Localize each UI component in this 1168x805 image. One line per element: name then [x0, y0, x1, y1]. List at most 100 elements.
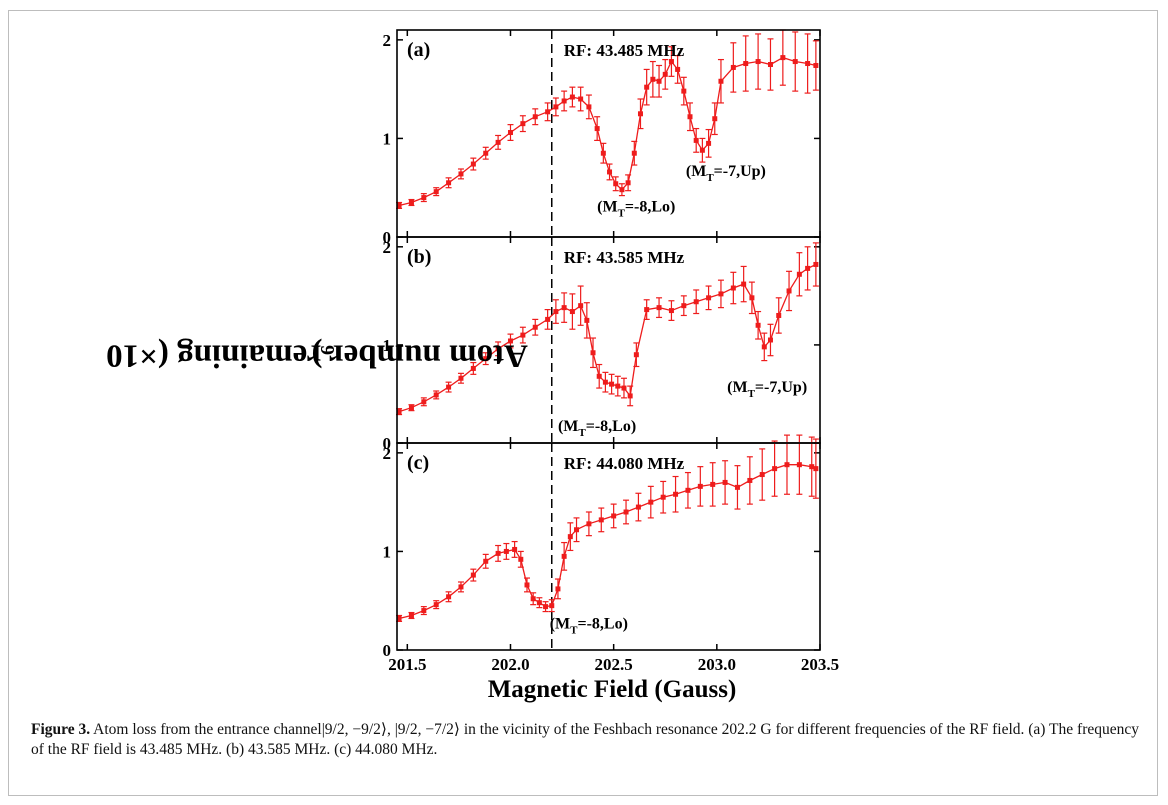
data-point [805, 265, 811, 271]
data-point [553, 104, 559, 110]
data-point [586, 104, 592, 110]
caption-text: Atom loss from the entrance channel|9/2,… [31, 721, 1139, 758]
x-tick-label: 203.0 [698, 655, 736, 674]
data-point [809, 464, 815, 470]
series-line [398, 56, 817, 207]
data-point [495, 550, 501, 556]
x-axis-title: Magnetic Field (Gauss) [487, 676, 737, 703]
data-point [755, 59, 761, 65]
data-point [549, 603, 555, 609]
data-point [483, 150, 489, 156]
data-point [718, 78, 724, 84]
data-point [433, 602, 439, 608]
data-point [507, 130, 513, 136]
y-tick-label: 0 [383, 228, 392, 247]
data-point [396, 615, 402, 621]
data-point [805, 61, 811, 67]
data-point [668, 308, 674, 314]
data-point [609, 381, 615, 387]
data-point [611, 513, 617, 519]
data-point [607, 169, 613, 175]
data-point [433, 189, 439, 195]
data-point [712, 116, 718, 122]
data-point [545, 316, 551, 322]
data-point [743, 61, 749, 67]
data-point [681, 88, 687, 94]
x-tick-label: 203.5 [801, 655, 839, 674]
data-point [396, 409, 402, 415]
data-point [633, 352, 639, 358]
rf-frequency-label: RF: 44.080 MHz [564, 454, 685, 473]
data-point [470, 365, 476, 371]
figure-frame [8, 10, 1158, 796]
data-point [734, 484, 740, 490]
data-point [687, 114, 693, 120]
data-point [755, 322, 761, 328]
data-point [574, 527, 580, 533]
data-point [530, 596, 536, 602]
data-point [421, 195, 427, 201]
rf-frequency-label: RF: 43.485 MHz [564, 41, 685, 60]
data-point [656, 78, 662, 84]
data-point [433, 392, 439, 398]
data-point [578, 96, 584, 102]
data-point [536, 600, 542, 606]
data-point [470, 572, 476, 578]
data-point [718, 291, 724, 297]
data-point [483, 356, 489, 362]
data-point [786, 288, 792, 294]
data-point [706, 140, 712, 146]
data-point [553, 309, 559, 315]
data-point [772, 466, 778, 472]
data-point [660, 494, 666, 500]
data-point [446, 384, 452, 390]
data-point [532, 324, 538, 330]
y-tick-label: 2 [383, 31, 392, 50]
data-point [458, 171, 464, 177]
data-point [637, 111, 643, 117]
data-point [693, 299, 699, 305]
data-point [749, 295, 755, 301]
data-point [644, 307, 650, 313]
data-point [644, 84, 650, 90]
data-point [796, 271, 802, 277]
data-point [598, 517, 604, 523]
data-point [627, 393, 633, 399]
data-point [555, 586, 561, 592]
state-annotation: (MT=-8,Lo) [550, 615, 628, 636]
rf-frequency-label: RF: 43.585 MHz [564, 248, 685, 267]
data-point [524, 582, 530, 588]
y-tick-label: 2 [383, 238, 392, 257]
data-point [446, 594, 452, 600]
data-point [594, 126, 600, 132]
data-point [596, 373, 602, 379]
data-point [813, 261, 819, 267]
data-point [408, 613, 414, 618]
data-point [483, 558, 489, 564]
data-point [586, 521, 592, 527]
data-point [495, 139, 501, 145]
data-point [495, 346, 501, 352]
data-point [631, 150, 637, 156]
panel-frame [396, 442, 821, 651]
data-point [590, 350, 596, 356]
state-annotation: (MT=-7,Up) [686, 163, 766, 184]
data-point [650, 76, 656, 82]
data-point [697, 483, 703, 489]
panel-label: (c) [407, 452, 429, 474]
data-point [625, 180, 631, 186]
y-tick-label: 1 [383, 542, 392, 561]
y-tick-label: 0 [383, 641, 392, 660]
panel-label: (b) [407, 246, 431, 268]
data-point [408, 200, 414, 205]
data-point [706, 295, 712, 301]
data-point [543, 604, 549, 610]
panel-label: (a) [407, 39, 430, 61]
data-point [668, 59, 674, 65]
state-annotation: (MT=-8,Lo) [597, 198, 675, 219]
data-point [532, 114, 538, 120]
data-point [813, 62, 819, 68]
data-point [520, 121, 526, 127]
data-point [685, 487, 691, 493]
data-point [780, 55, 786, 61]
